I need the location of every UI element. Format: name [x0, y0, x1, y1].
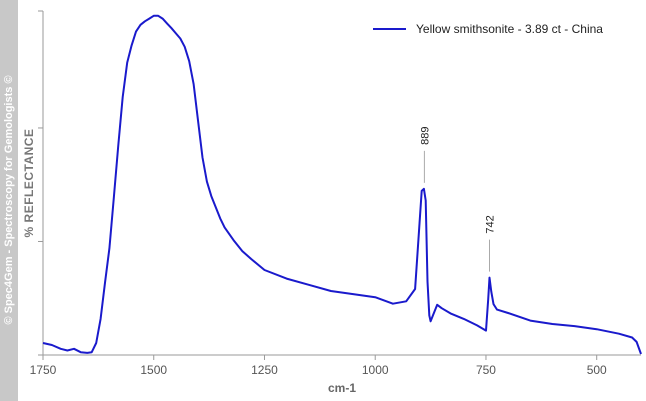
x-tick-label: 1750	[30, 363, 57, 377]
x-tick-label: 1000	[362, 363, 389, 377]
x-tick-label: 1500	[140, 363, 167, 377]
chart-legend: Yellow smithsonite - 3.89 ct - China	[373, 22, 603, 36]
chart-marks: 889 742	[42, 14, 642, 355]
legend-label: Yellow smithsonite - 3.89 ct - China	[416, 22, 603, 36]
peak-label: 889	[419, 126, 431, 144]
peak-label: 742	[485, 215, 497, 233]
x-tick-label: 500	[587, 363, 607, 377]
watermark-strip: © Spec4Gem - Spectroscopy for Gemologist…	[0, 0, 18, 401]
y-axis-title: % REFLECTANCE	[22, 129, 36, 238]
x-axis-title: cm-1	[328, 381, 356, 395]
chart-axes: 1750 1500 1250 1000 750 500	[30, 10, 641, 377]
x-tick-label: 1250	[251, 363, 278, 377]
x-tick-label: 750	[476, 363, 496, 377]
series-line	[42, 14, 642, 355]
